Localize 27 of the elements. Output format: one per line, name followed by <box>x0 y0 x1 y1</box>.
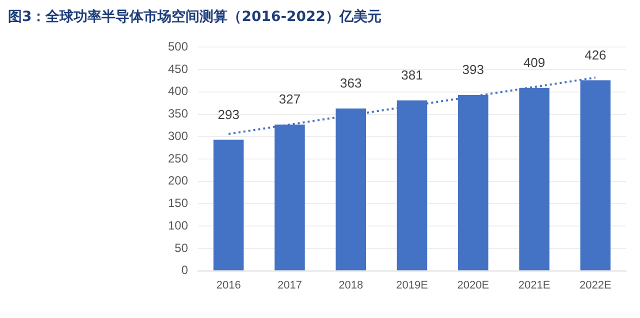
data-label: 393 <box>462 62 484 78</box>
y-tick-label: 300 <box>168 128 188 143</box>
y-tick-label: 250 <box>168 151 188 166</box>
chart-title: 图3：全球功率半导体市场空间测算（2016-2022）亿美元 <box>8 8 382 26</box>
y-tick-label: 350 <box>168 106 188 121</box>
data-label: 381 <box>401 67 423 82</box>
y-tick-label: 500 <box>168 40 188 54</box>
y-tick-label: 50 <box>174 240 188 255</box>
y-tick-label: 450 <box>168 62 188 76</box>
bar <box>213 140 244 270</box>
x-tick-label: 2022E <box>580 279 612 292</box>
data-label: 293 <box>218 106 240 122</box>
y-tick-label: 400 <box>168 84 188 98</box>
x-tick-label: 2016 <box>216 279 241 292</box>
x-tick-label: 2019E <box>396 279 428 292</box>
y-tick-label: 200 <box>168 174 188 188</box>
x-tick-label: 2017 <box>277 279 302 292</box>
data-label: 426 <box>584 47 606 62</box>
x-tick-label: 2021E <box>518 279 550 292</box>
y-tick-label: 0 <box>181 263 188 278</box>
data-label: 409 <box>523 54 546 70</box>
y-tick-label: 150 <box>168 196 188 210</box>
data-label: 363 <box>340 76 362 91</box>
data-label: 327 <box>278 92 301 107</box>
y-tick-label: 100 <box>168 218 188 232</box>
x-tick-label: 2018 <box>338 279 364 292</box>
x-tick-label: 2020E <box>457 279 490 292</box>
